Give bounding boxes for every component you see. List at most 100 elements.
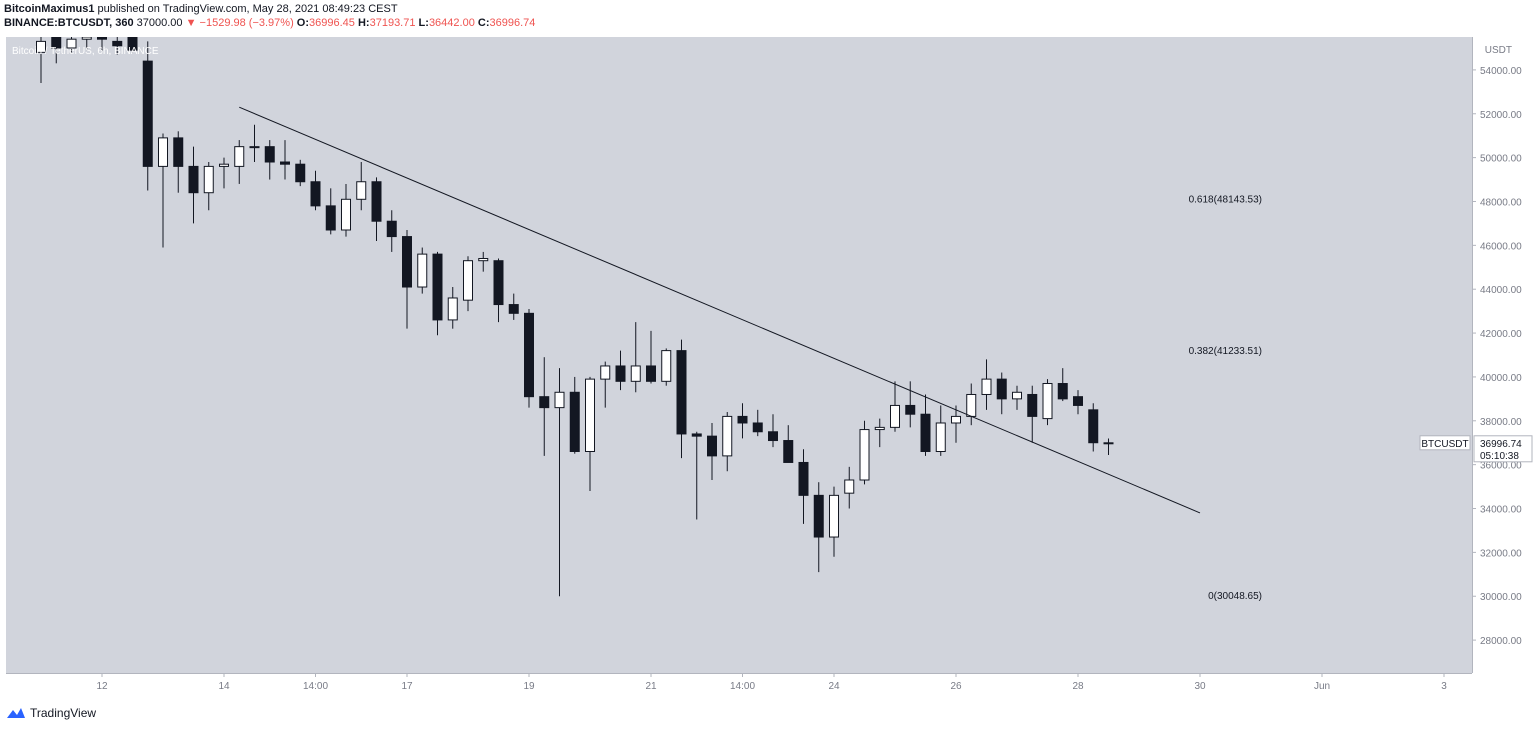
time-tick-label: 30 (1194, 681, 1206, 692)
candle-up (478, 258, 489, 262)
candle-up (1012, 391, 1022, 400)
fib-level-label: 0.618(48143.53) (1189, 194, 1262, 205)
candle-down (1073, 396, 1083, 406)
price-tick-label: 52000.00 (1480, 110, 1522, 121)
candle-up (1103, 442, 1114, 445)
candle-down (432, 253, 443, 321)
high-label: H: (357, 17, 370, 29)
candle-up (356, 181, 367, 200)
last-price-symbol: BTCUSDT (1421, 439, 1468, 450)
tradingview-logo-icon[interactable] (6, 707, 26, 719)
bar-countdown: 05:10:38 (1480, 451, 1519, 462)
price-axis-unit: USDT (1485, 45, 1512, 56)
candle-down (325, 205, 336, 231)
close-label: C: (477, 17, 490, 29)
open-label: O: (296, 17, 310, 29)
time-tick-label: 19 (523, 681, 535, 692)
candle-down (646, 365, 656, 382)
candle-down (905, 404, 916, 415)
price-tick-label: 42000.00 (1480, 329, 1522, 340)
candle-down (1088, 409, 1099, 444)
candle-up (630, 365, 641, 382)
price-tick-label: 50000.00 (1480, 154, 1522, 165)
footer-brand[interactable]: TradingView (30, 706, 97, 720)
candle-up (1042, 383, 1053, 420)
price-tick-label: 46000.00 (1480, 241, 1522, 252)
candle-down (615, 365, 626, 382)
candle-up (554, 391, 565, 409)
candle-down (188, 165, 199, 194)
candle-up (447, 297, 458, 321)
candle-down (493, 260, 504, 306)
candle-down (783, 440, 794, 463)
candle-up (417, 253, 428, 288)
candle-up (722, 415, 733, 457)
candle-down (707, 435, 717, 457)
candle-down (798, 461, 809, 496)
candle-up (874, 426, 885, 431)
price-change: −1529.98 (−3.97%) (199, 17, 294, 29)
time-axis (6, 673, 1472, 696)
time-tick-label: 17 (401, 681, 413, 692)
candle-up (66, 38, 77, 49)
candle-up (234, 146, 245, 167)
candle-down (97, 37, 107, 40)
candle-down (920, 413, 931, 452)
low-value: 36442.00 (428, 17, 475, 29)
candle-down (1057, 383, 1068, 400)
candle-down (371, 181, 382, 222)
price-tick-label: 44000.00 (1480, 285, 1522, 296)
open-value: 36996.45 (309, 17, 355, 29)
chart-title: Bitcoin / TetherUS, 6h, BINANCE (12, 46, 159, 57)
candle-up (463, 260, 473, 301)
price-tick-label: 40000.00 (1480, 373, 1522, 384)
time-tick-label: 12 (96, 681, 108, 692)
candle-down (768, 431, 778, 442)
price-chart[interactable]: Bitcoin / TetherUS, 6h, BINANCE 0.618(481… (0, 0, 1536, 700)
candle-up (249, 146, 260, 149)
candle-up (158, 137, 168, 167)
candle-up (844, 479, 855, 494)
candle-up (890, 404, 900, 428)
price-tick-label: 30000.00 (1480, 592, 1522, 603)
candle-down (280, 161, 290, 165)
publish-text: published on TradingView.com, May 28, 20… (97, 3, 398, 15)
last-price-box (1473, 435, 1533, 463)
time-tick-label: 26 (950, 681, 962, 692)
candle-down (539, 396, 550, 409)
candle-up (81, 37, 92, 40)
fib-level-label: 0.382(41233.51) (1189, 346, 1262, 357)
plot-area[interactable] (6, 37, 1472, 673)
candle-down (1027, 393, 1038, 417)
candle-down (996, 378, 1007, 400)
candle-up (36, 40, 46, 53)
fib-level-label: 0(30048.65) (1208, 591, 1262, 602)
time-tick-label: 28 (1072, 681, 1084, 692)
time-tick-label: 14:00 (303, 681, 328, 692)
price-tick-label: 48000.00 (1480, 197, 1522, 208)
candle-down (737, 415, 748, 424)
candle-down (112, 40, 123, 47)
candle-down (508, 304, 519, 314)
candle-down (676, 350, 687, 435)
candle-down (386, 220, 397, 238)
candle-up (203, 165, 214, 194)
price-tick-label: 32000.00 (1480, 548, 1522, 559)
candle-up (661, 350, 672, 382)
candle-down (127, 37, 138, 51)
candle-down (264, 146, 275, 163)
price-tick-label: 28000.00 (1480, 636, 1522, 647)
last-price-value: 36996.74 (1480, 439, 1522, 450)
candle-down (402, 236, 412, 288)
candle-up (341, 198, 351, 231)
time-tick-label: 21 (645, 681, 657, 692)
candle-up (935, 422, 946, 452)
candle-down (142, 60, 153, 167)
candle-down (569, 391, 580, 452)
candle-up (219, 163, 229, 167)
time-tick-label: Jun (1314, 681, 1330, 692)
footer: TradingView (6, 706, 96, 720)
time-tick-label: 14:00 (730, 681, 755, 692)
candles-group (36, 37, 1201, 597)
author-name[interactable]: BitcoinMaximus1 (4, 3, 95, 15)
